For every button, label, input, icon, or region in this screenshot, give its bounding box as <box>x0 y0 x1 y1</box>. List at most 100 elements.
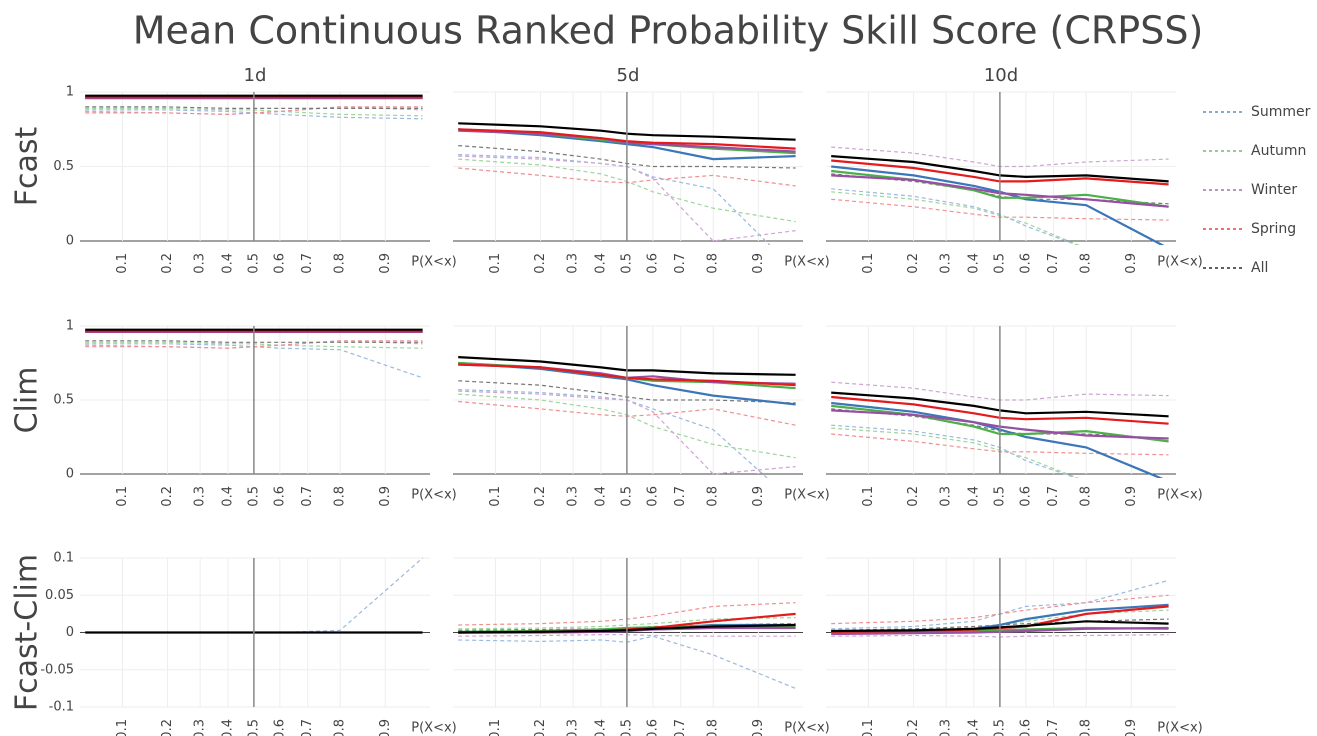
x-tick-label: 0.7 <box>673 486 688 507</box>
x-tick-label: 0.6 <box>1018 253 1033 274</box>
x-tick-label: 0.8 <box>1079 486 1094 507</box>
x-tick-label: 0.8 <box>1079 253 1094 274</box>
x-tick-label: 0.9 <box>378 253 393 274</box>
x-tick-label: 0.9 <box>751 253 766 274</box>
x-tick-label: 0.5 <box>246 253 261 274</box>
x-tick-label: 0.6 <box>645 486 660 507</box>
x-tick-label: 0.1 <box>861 486 876 507</box>
x-tick-label: 0.4 <box>220 253 235 274</box>
x-tick-label: 0.2 <box>906 719 921 736</box>
x-tick-label: 0.3 <box>193 253 208 274</box>
x-tick-label: 0.7 <box>1046 253 1061 274</box>
x-tick-label: 0.8 <box>706 719 721 736</box>
x-tick-label: 0.1 <box>115 253 130 274</box>
y-tick-label: 0 <box>66 234 74 249</box>
x-tick-label: 0.2 <box>906 253 921 274</box>
x-axis-title: P(X<x) <box>1157 721 1202 736</box>
x-tick-label: 0.9 <box>378 486 393 507</box>
x-tick-label: 0.2 <box>533 486 548 507</box>
x-tick-label: 0.3 <box>939 486 954 507</box>
x-axis-title: P(X<x) <box>784 255 829 270</box>
x-tick-label: 0.2 <box>533 253 548 274</box>
x-tick-label: 0.9 <box>1124 486 1139 507</box>
x-tick-label: 0.4 <box>220 719 235 736</box>
x-tick-label: 0.6 <box>272 719 287 736</box>
x-tick-label: 0.1 <box>115 486 130 507</box>
x-tick-label: 0.6 <box>272 486 287 507</box>
legend-label: Spring <box>1251 221 1296 237</box>
legend-label: Autumn <box>1251 143 1306 159</box>
x-tick-label: 0.2 <box>160 486 175 507</box>
x-tick-label: 0.3 <box>193 486 208 507</box>
x-tick-label: 0.7 <box>300 486 315 507</box>
x-tick-label: 0.7 <box>673 253 688 274</box>
legend-label: Summer <box>1251 104 1311 120</box>
legend-label: Winter <box>1251 182 1297 198</box>
row-title: Clim <box>10 367 45 434</box>
x-tick-label: 0.3 <box>193 719 208 736</box>
y-tick-label: 0.5 <box>53 393 74 408</box>
x-tick-label: 0.1 <box>115 719 130 736</box>
y-tick-label: 0.5 <box>53 159 74 174</box>
x-tick-label: 0.5 <box>992 719 1007 736</box>
x-tick-label: 0.7 <box>300 719 315 736</box>
x-tick-label: 0.9 <box>1124 719 1139 736</box>
x-tick-label: 0.6 <box>645 719 660 736</box>
x-tick-label: 0.5 <box>992 253 1007 274</box>
x-tick-label: 0.1 <box>861 719 876 736</box>
x-tick-label: 0.3 <box>566 253 581 274</box>
x-tick-label: 0.3 <box>566 719 581 736</box>
x-tick-label: 0.9 <box>1124 253 1139 274</box>
x-tick-label: 0.6 <box>1018 486 1033 507</box>
x-tick-label: 0.3 <box>566 486 581 507</box>
x-tick-label: 0.5 <box>246 719 261 736</box>
x-tick-label: 0.8 <box>333 253 348 274</box>
x-axis-title: P(X<x) <box>411 721 456 736</box>
x-tick-label: 0.4 <box>966 253 981 274</box>
y-tick-label: -0.1 <box>49 700 74 715</box>
column-title: 1d <box>244 65 267 86</box>
x-tick-label: 0.4 <box>593 253 608 274</box>
row-title: Fcast <box>10 127 45 207</box>
x-tick-label: 0.4 <box>220 486 235 507</box>
x-tick-label: 0.5 <box>619 719 634 736</box>
x-tick-label: 0.2 <box>906 486 921 507</box>
x-axis-title: P(X<x) <box>1157 255 1202 270</box>
x-tick-label: 0.7 <box>300 253 315 274</box>
x-tick-label: 0.4 <box>966 719 981 736</box>
x-tick-label: 0.8 <box>1079 719 1094 736</box>
x-tick-label: 0.6 <box>1018 719 1033 736</box>
x-tick-label: 0.1 <box>488 486 503 507</box>
x-tick-label: 0.6 <box>645 253 660 274</box>
y-tick-label: 1 <box>66 319 74 334</box>
x-tick-label: 0.7 <box>673 719 688 736</box>
x-tick-label: 0.2 <box>160 253 175 274</box>
x-tick-label: 0.9 <box>751 486 766 507</box>
y-tick-label: 0.1 <box>53 551 74 566</box>
y-tick-label: 0 <box>66 625 74 640</box>
x-axis-title: P(X<x) <box>1157 488 1202 503</box>
x-tick-label: 0.8 <box>706 486 721 507</box>
x-tick-label: 0.4 <box>593 486 608 507</box>
row-title: Fcast-Clim <box>10 554 45 711</box>
x-tick-label: 0.9 <box>751 719 766 736</box>
x-tick-label: 0.9 <box>378 719 393 736</box>
x-tick-label: 0.8 <box>706 253 721 274</box>
x-tick-label: 0.2 <box>160 719 175 736</box>
column-title: 10d <box>984 65 1018 86</box>
y-tick-label: -0.05 <box>40 662 74 677</box>
column-title: 5d <box>617 65 640 86</box>
x-axis-title: P(X<x) <box>784 488 829 503</box>
x-tick-label: 0.2 <box>533 719 548 736</box>
x-axis-title: P(X<x) <box>411 488 456 503</box>
x-tick-label: 0.4 <box>966 486 981 507</box>
x-tick-label: 0.7 <box>1046 719 1061 736</box>
x-tick-label: 0.4 <box>593 719 608 736</box>
chart-title: Mean Continuous Ranked Probability Skill… <box>133 9 1204 53</box>
legend-label: All <box>1251 260 1268 276</box>
x-tick-label: 0.5 <box>246 486 261 507</box>
x-tick-label: 0.3 <box>939 253 954 274</box>
x-tick-label: 0.8 <box>333 486 348 507</box>
y-tick-label: 0.05 <box>45 588 74 603</box>
x-axis-title: P(X<x) <box>784 721 829 736</box>
